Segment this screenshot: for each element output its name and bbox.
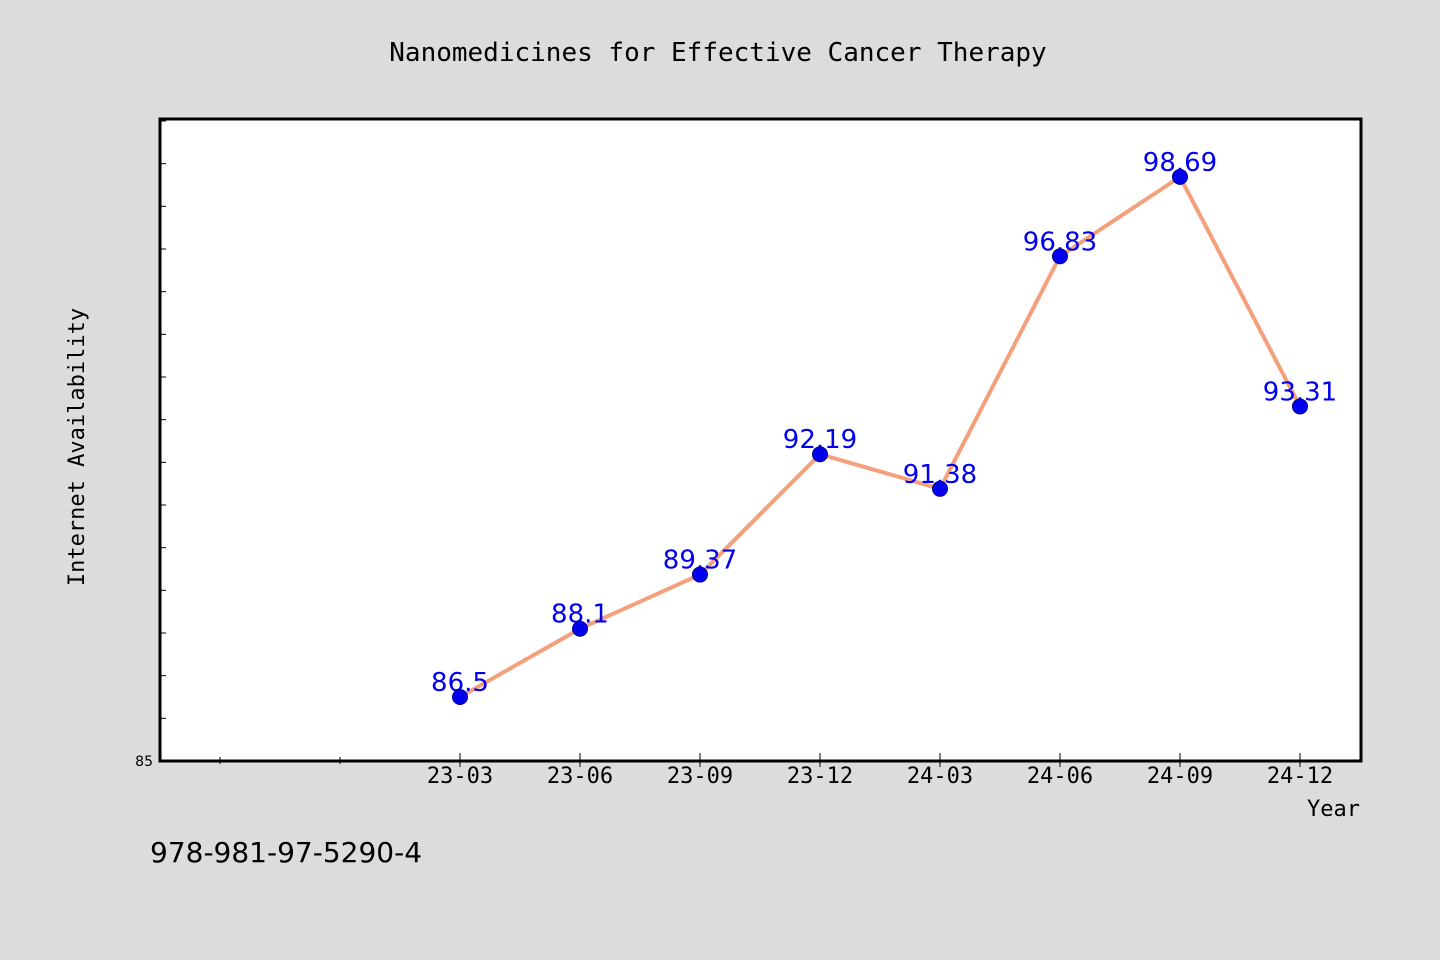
data-point <box>692 566 708 583</box>
series-line-group <box>459 174 1302 699</box>
isbn-text: 978-981-97-5290-4 <box>150 836 422 869</box>
plot-area <box>158 117 1363 763</box>
data-point <box>572 620 588 637</box>
x-tick-label: 23-09 <box>667 764 733 789</box>
data-point <box>932 480 948 497</box>
x-tick-label: 23-06 <box>547 764 613 789</box>
series-line <box>459 174 1302 699</box>
x-tick-label: 23-03 <box>427 764 493 789</box>
x-axis-label: Year <box>1307 797 1360 822</box>
y-axis-label: Internet Availability <box>65 308 90 586</box>
y-axis-ticks <box>160 120 166 762</box>
x-tick-label: 24-12 <box>1267 764 1333 789</box>
data-point <box>452 689 468 705</box>
x-tick-label: 23-12 <box>787 764 853 789</box>
data-points-group <box>452 168 1308 705</box>
x-axis-tick-labels: 23-03 23-06 23-09 23-12 24-03 24-06 24-09 24-12 <box>427 764 1333 789</box>
data-point <box>812 446 828 463</box>
data-point <box>1292 398 1308 415</box>
x-tick-label: 24-09 <box>1147 764 1213 789</box>
chart-title: Nanomedicines for Effective Cancer Thera… <box>389 38 1046 68</box>
x-tick-label: 24-06 <box>1027 764 1093 789</box>
data-point <box>1052 248 1068 265</box>
y-tick-label: 85 <box>135 754 153 770</box>
x-tick-label: 24-03 <box>907 764 973 789</box>
x-axis-ticks <box>219 753 1301 767</box>
data-point <box>1172 168 1188 185</box>
